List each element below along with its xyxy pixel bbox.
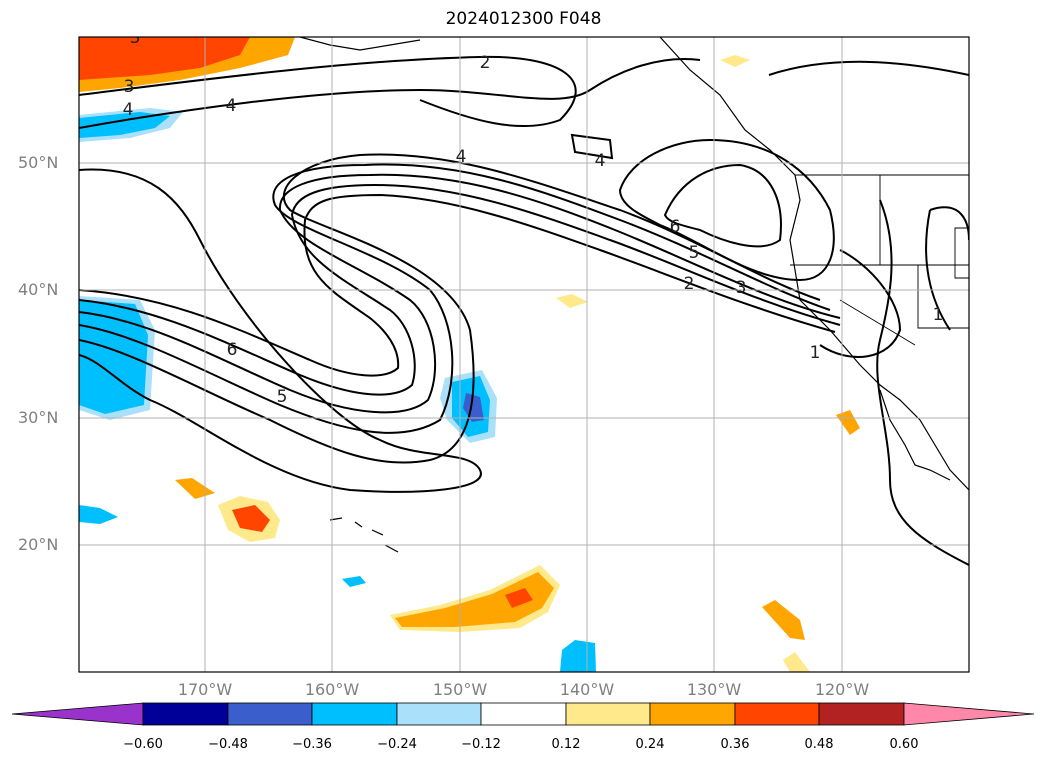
fill-yellow-se <box>783 652 810 672</box>
fill-red-hawaii-west <box>232 505 270 532</box>
contour-label: 1 <box>810 343 821 363</box>
fill-blue-south <box>560 640 596 672</box>
fill-orange-south <box>395 572 554 627</box>
colorbar-segment <box>396 702 482 726</box>
contour-label: 2 <box>480 53 491 73</box>
contour-lines <box>79 55 969 566</box>
fill-red-north <box>79 37 250 80</box>
fill-blue-west <box>79 300 148 414</box>
fill-yellow-small <box>556 294 588 308</box>
colorbar-segment <box>818 702 905 726</box>
lat-label: 50°N <box>18 153 59 172</box>
colorbar-segment <box>734 702 820 726</box>
lat-label: 20°N <box>18 535 59 554</box>
colorbar-tick: −0.60 <box>123 737 163 752</box>
contour-label: 3 <box>124 77 135 97</box>
fill-orange-coast <box>836 410 860 435</box>
lon-label: 150°W <box>432 680 488 699</box>
fill-blue-north <box>79 112 170 138</box>
colorbar-tick: −0.36 <box>292 737 332 752</box>
hawaii-islands <box>329 517 399 553</box>
colorbar-tick: −0.48 <box>208 737 248 752</box>
contour-label: 6 <box>670 217 681 237</box>
colorbar-tick: 0.48 <box>804 737 834 752</box>
fill-orange-small-west <box>175 478 215 499</box>
colorbar-tick: −0.12 <box>461 737 501 752</box>
map-title: 2024012300 F048 <box>445 9 602 29</box>
contour-label: 3 <box>736 278 747 298</box>
state-borders <box>839 175 969 346</box>
contour-label: 2 <box>684 274 695 294</box>
fill-red-south <box>505 588 533 608</box>
lat-label: 30°N <box>18 408 59 427</box>
contour-label: 4 <box>123 100 134 120</box>
lon-label: 160°W <box>304 680 360 699</box>
anomaly-fills <box>79 37 860 672</box>
lon-label: 120°W <box>814 680 870 699</box>
contour-label: 3 <box>130 28 141 48</box>
contour-label: 4 <box>456 147 467 167</box>
colorbar-tick: 0.12 <box>551 737 581 752</box>
colorbar-segment <box>142 702 229 726</box>
fill-blue-sw <box>79 505 118 524</box>
north-america-coast <box>659 37 969 491</box>
fill-yellow-north-east <box>720 55 750 67</box>
contour-label: 5 <box>689 243 700 263</box>
colorbar-segment <box>227 702 313 726</box>
colorbar-tick: −0.24 <box>377 737 417 752</box>
colorbar-segment <box>565 702 651 726</box>
contour-label: 4 <box>226 96 237 116</box>
fill-blue-small <box>342 576 366 587</box>
alaska-islands <box>299 37 421 51</box>
contour-label: 4 <box>595 151 606 171</box>
colorbar-segment <box>480 702 567 726</box>
fill-orange-se <box>762 600 805 640</box>
colorbar-tick: 0.36 <box>720 737 750 752</box>
contour-labels: 3 3 2 4 4 4 4 6 5 2 3 1 1 6 5 <box>123 28 944 407</box>
colorbar-segment <box>649 702 736 726</box>
map-frame <box>78 36 970 673</box>
lon-label: 170°W <box>177 680 233 699</box>
lat-label: 40°N <box>18 280 59 299</box>
lon-label: 140°W <box>559 680 615 699</box>
colorbar-extend-high <box>903 702 1035 726</box>
lon-label: 130°W <box>686 680 742 699</box>
contour-label: 6 <box>227 340 238 360</box>
colorbar-tick: 0.60 <box>889 737 919 752</box>
colorbar <box>11 702 1035 726</box>
colorbar-extend-low <box>11 702 144 726</box>
colorbar-tick: 0.24 <box>635 737 665 752</box>
contour-label: 1 <box>933 305 944 325</box>
contour-label: 5 <box>277 387 288 407</box>
graticule <box>79 37 969 672</box>
fill-purple-mid <box>463 393 484 422</box>
baja-coast <box>879 389 951 481</box>
coastlines <box>299 37 969 553</box>
colorbar-segment <box>311 702 398 726</box>
borders <box>790 174 969 346</box>
